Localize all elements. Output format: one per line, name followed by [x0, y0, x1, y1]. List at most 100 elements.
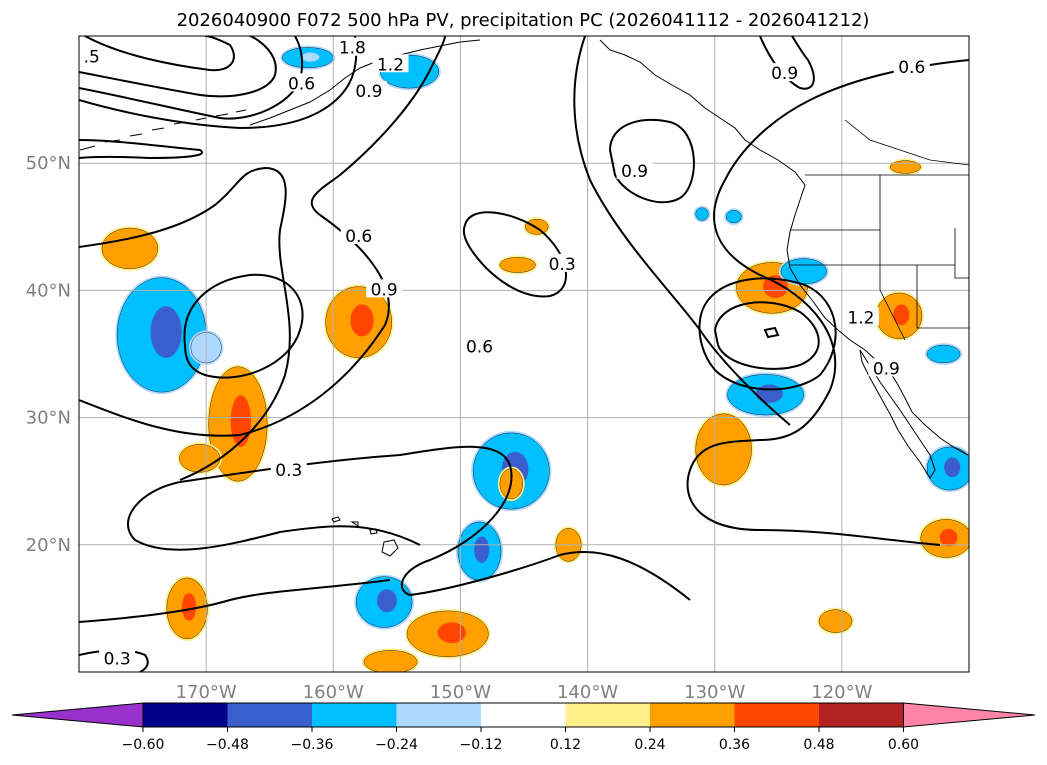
contour-label: 0.9: [873, 359, 900, 379]
contour-label-bg: [893, 56, 930, 75]
alaska-coastline: [249, 39, 481, 126]
pv-contour-0.3-loop: [127, 481, 421, 551]
colorbar-tick-label: −0.12: [460, 737, 503, 753]
precip-negative-blob: [725, 210, 742, 224]
contour-label: 0.9: [371, 280, 398, 300]
contour-label-bg: [366, 279, 403, 298]
colorbar-segment: [565, 703, 650, 727]
pv-contour-0.9-east: [698, 277, 837, 391]
contour-label: 0.9: [355, 82, 382, 102]
contour-label-bg: [340, 225, 377, 244]
precip-positive-blob: [179, 444, 221, 473]
pv-contour-alaska-5: [84, 36, 235, 72]
lat-tick-label: 40°N: [26, 280, 71, 301]
contour-label-bg: [350, 80, 387, 99]
precip-blob-core: [437, 622, 467, 643]
contour-label-bg: [99, 648, 136, 667]
contour-label-bg: [461, 336, 498, 355]
contour-label: 0.3: [104, 649, 131, 669]
precip-blob-core: [377, 589, 397, 613]
contour-label: 0.9: [621, 162, 648, 182]
axis-tick-labels: 170°W 160°W 150°W 140°W 130°W 120°W 20°N 30°N 40…: [26, 153, 873, 703]
contour-label-bg: [372, 54, 409, 73]
precip-blob-core: [150, 306, 182, 358]
contour-label-bg: [283, 73, 320, 92]
colorbar-tick-label: 0.36: [719, 737, 750, 753]
lon-tick-label: 170°W: [176, 682, 237, 703]
contour-label-bg: [766, 63, 803, 82]
contour-label: 1.2: [847, 308, 874, 328]
hawaii-islands: [331, 516, 399, 557]
state-border-lines: [790, 175, 969, 341]
lon-tick-label: 150°W: [430, 682, 491, 703]
colorbar: −0.60 −0.48 −0.36 −0.24 −0.12 0.12 0.24 0.36 0.4…: [11, 702, 1036, 753]
precip-positive-blob: [499, 257, 536, 273]
colorbar-segment: [143, 703, 228, 727]
contour-label-bg: [334, 37, 371, 56]
pv-contour-0.3-mid: [462, 211, 567, 298]
colorbar-tick-label: −0.24: [375, 737, 418, 753]
contour-label: 0.6: [345, 227, 372, 247]
pv-contours: [79, 36, 969, 672]
precip-blob-core: [756, 384, 783, 403]
map-background: [79, 36, 969, 672]
figure-title: 2026040900 F072 500 hPa PV, precipitatio…: [177, 10, 870, 31]
contour-label-bg: [79, 46, 105, 65]
lon-tick-label: 130°W: [684, 682, 745, 703]
north-america-coastline: [599, 39, 969, 456]
colorbar-tick-label: 0.24: [634, 737, 665, 753]
contour-label: .5: [84, 48, 100, 68]
lat-tick-label: 20°N: [26, 535, 71, 556]
pv-contour-0.9-upper: [608, 118, 695, 204]
lat-tick-label: 30°N: [26, 408, 71, 429]
graticule: [79, 36, 969, 672]
contour-label-bg: [270, 460, 307, 479]
precip-blob-core: [350, 304, 374, 337]
colorbar-extend-high: [903, 702, 1036, 728]
contour-label: 0.6: [288, 74, 315, 94]
precip-blob-core: [893, 304, 910, 325]
canada-province-border: [844, 119, 969, 166]
pv-contour-0.3-south: [179, 445, 691, 601]
precip-blob-core: [763, 275, 788, 299]
precip-blob-core: [181, 593, 197, 621]
pv-contour-inner-east: [763, 326, 780, 339]
contour-label-bg: [544, 253, 581, 272]
colorbar-segment: [312, 703, 397, 727]
precipitation-shading: [99, 45, 969, 672]
precip-blob-core: [301, 52, 320, 62]
contour-label: 0.3: [275, 461, 302, 481]
contour-label: 1.8: [339, 39, 366, 59]
precip-positive-blob: [818, 609, 853, 633]
colorbar-tick-label: 0.12: [550, 737, 581, 753]
colorbar-extend-low: [11, 702, 144, 728]
colorbar-tick-label: −0.48: [206, 737, 249, 753]
contour-label-bg: [842, 307, 879, 326]
us-state-borders: [790, 119, 969, 341]
map-frame: [78, 35, 970, 673]
precip-blob-core: [230, 395, 252, 447]
contour-label-bg: [616, 161, 653, 180]
precip-blob-core: [944, 457, 961, 478]
pv-contour-alaska-3: [79, 36, 358, 130]
lon-tick-label: 160°W: [303, 682, 364, 703]
precip-negative-blob: [926, 344, 961, 364]
pv-contour-1.2-east: [713, 301, 820, 370]
colorbar-segment: [481, 703, 566, 727]
colorbar-segment: [819, 703, 904, 727]
pv-contour-0.6-west: [79, 166, 291, 481]
precip-positive-blob: [363, 650, 418, 672]
precip-blob-core: [474, 536, 490, 563]
pv-contour-south-small: [79, 649, 149, 672]
colorbar-segment: [734, 703, 819, 727]
pv-contour-0.9-west: [183, 273, 304, 379]
colorbar-tick-label: −0.60: [122, 737, 165, 753]
baja-coastline: [859, 349, 936, 479]
lat-tick-label: 50°N: [26, 153, 71, 174]
precip-positive-blob: [889, 160, 921, 174]
contour-label: 0.9: [771, 64, 798, 84]
pv-contour-alaska-2: [79, 36, 304, 120]
contour-label: 1.2: [377, 55, 404, 75]
colorbar-tick-label: 0.60: [888, 737, 919, 753]
